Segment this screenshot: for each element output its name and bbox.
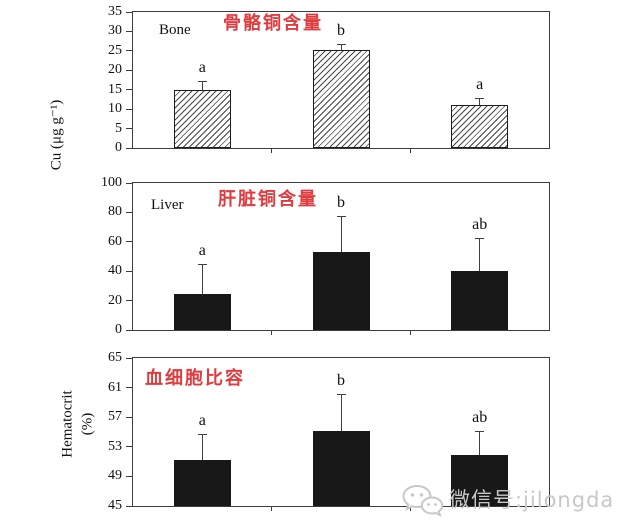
bar-hematocrit-2: [312, 430, 370, 506]
y-tick-label: 20: [108, 292, 122, 308]
y-tick-label: 0: [115, 322, 122, 337]
error-bar-line: [340, 216, 342, 253]
y-tick-label: 0: [115, 140, 122, 155]
x-tick: [271, 507, 273, 511]
error-bar-line: [201, 434, 203, 461]
sig-letter: ab: [472, 215, 488, 233]
y-tick: [126, 108, 132, 110]
sig-letter: a: [198, 241, 206, 259]
sig-letter: b: [337, 22, 345, 39]
y-tick-label: 40: [108, 263, 122, 279]
bar-bone-copper-1: [173, 89, 231, 148]
y-tick: [126, 475, 132, 477]
y-tick-label: 65: [108, 350, 122, 365]
sig-letter: ab: [472, 409, 488, 426]
bar-bone-copper-2: [312, 50, 370, 148]
panel-inner-label: Liver: [151, 197, 184, 213]
y-tick: [126, 211, 132, 213]
y-tick: [126, 182, 132, 184]
x-tick: [271, 149, 273, 153]
x-tick: [409, 331, 411, 335]
bar-liver-copper-2: [312, 252, 370, 330]
y-tick-label: 53: [108, 438, 122, 454]
y-tick-label: 49: [108, 468, 122, 484]
error-bar-line: [340, 45, 342, 51]
x-tick: [271, 331, 273, 335]
y-tick: [126, 128, 132, 130]
error-bar-cap: [197, 434, 207, 435]
y-tick-label: 30: [108, 23, 122, 39]
y-tick: [126, 446, 132, 448]
watermark-text: 微信号:jilongda: [449, 488, 615, 512]
y-tick: [126, 357, 132, 359]
y-tick: [126, 69, 132, 71]
y-tick-label: 61: [108, 379, 122, 395]
y-tick-label: 80: [108, 204, 122, 220]
panel-inner-label: Bone: [159, 22, 191, 38]
wechat-icon: [402, 484, 444, 517]
error-bar-line: [201, 264, 203, 294]
error-bar-line: [340, 395, 342, 431]
y-tick: [126, 50, 132, 52]
error-bar-cap: [475, 97, 485, 99]
y-tick: [126, 147, 132, 149]
panel-bone-copper: 35 30 25 20 15 10 5 0 a b a Bone 骨骼铜含量: [108, 5, 550, 155]
panel-liver-copper: 100 80 60 40 20 0 a b ab Liver 肝脏铜含量: [101, 176, 550, 337]
y-tick: [126, 30, 132, 32]
y-tick-label: 45: [108, 498, 122, 513]
error-bar-cap: [197, 80, 207, 82]
error-bar-cap: [336, 44, 346, 45]
sig-letter: a: [198, 58, 206, 76]
y-tick: [126, 241, 132, 243]
y-tick: [126, 329, 132, 331]
error-bar-cap: [475, 431, 485, 432]
error-bar-line: [479, 98, 481, 105]
y-tick-label: 100: [101, 175, 122, 190]
panel-title: 血细胞比容: [145, 368, 245, 388]
bar-bone-copper-3: [451, 104, 509, 148]
y-tick: [126, 505, 132, 507]
y-axis-label-hematocrit: Hematocrit (%): [59, 390, 96, 458]
y-tick: [126, 416, 132, 418]
y-tick-label: 15: [108, 81, 122, 97]
y-tick-label: 10: [108, 101, 122, 117]
error-bar-line: [479, 238, 481, 272]
y-tick-label: 57: [108, 409, 122, 425]
y-tick-label: 25: [108, 42, 122, 58]
sig-letter: b: [337, 372, 345, 389]
error-bar-cap: [475, 237, 485, 239]
y-tick: [126, 300, 132, 302]
y-tick-label: 60: [108, 233, 122, 249]
bar-liver-copper-1: [173, 294, 231, 330]
y-tick-label: 20: [108, 62, 122, 78]
watermark: 微信号:jilongda: [401, 483, 614, 518]
bar-liver-copper-3: [451, 271, 509, 330]
y-tick: [126, 11, 132, 13]
panel-title: 肝脏铜含量: [218, 189, 318, 209]
panel-hematocrit: 65 61 57 53 49 45 a b ab 血细胞比容: [108, 351, 550, 513]
bar-hematocrit-3: [451, 454, 509, 506]
error-bar-line: [479, 432, 481, 455]
sig-letter: a: [198, 412, 206, 429]
panel-title: 骨骼铜含量: [223, 13, 323, 33]
sig-letter: b: [337, 193, 345, 211]
y-axis-label-bone-copper: Cu (μg g⁻¹): [48, 99, 65, 171]
bar-hematocrit-1: [173, 460, 231, 506]
y-tick: [126, 89, 132, 91]
y-tick-label: 35: [108, 4, 122, 19]
error-bar-line: [201, 81, 203, 90]
x-tick: [409, 507, 411, 511]
error-bar-cap: [336, 215, 346, 217]
error-bar-cap: [336, 394, 346, 395]
y-tick-label: 5: [115, 120, 122, 136]
x-tick: [409, 149, 411, 153]
y-tick: [126, 270, 132, 272]
y-tick: [126, 387, 132, 389]
error-bar-cap: [197, 263, 207, 265]
sig-letter: a: [476, 75, 484, 93]
